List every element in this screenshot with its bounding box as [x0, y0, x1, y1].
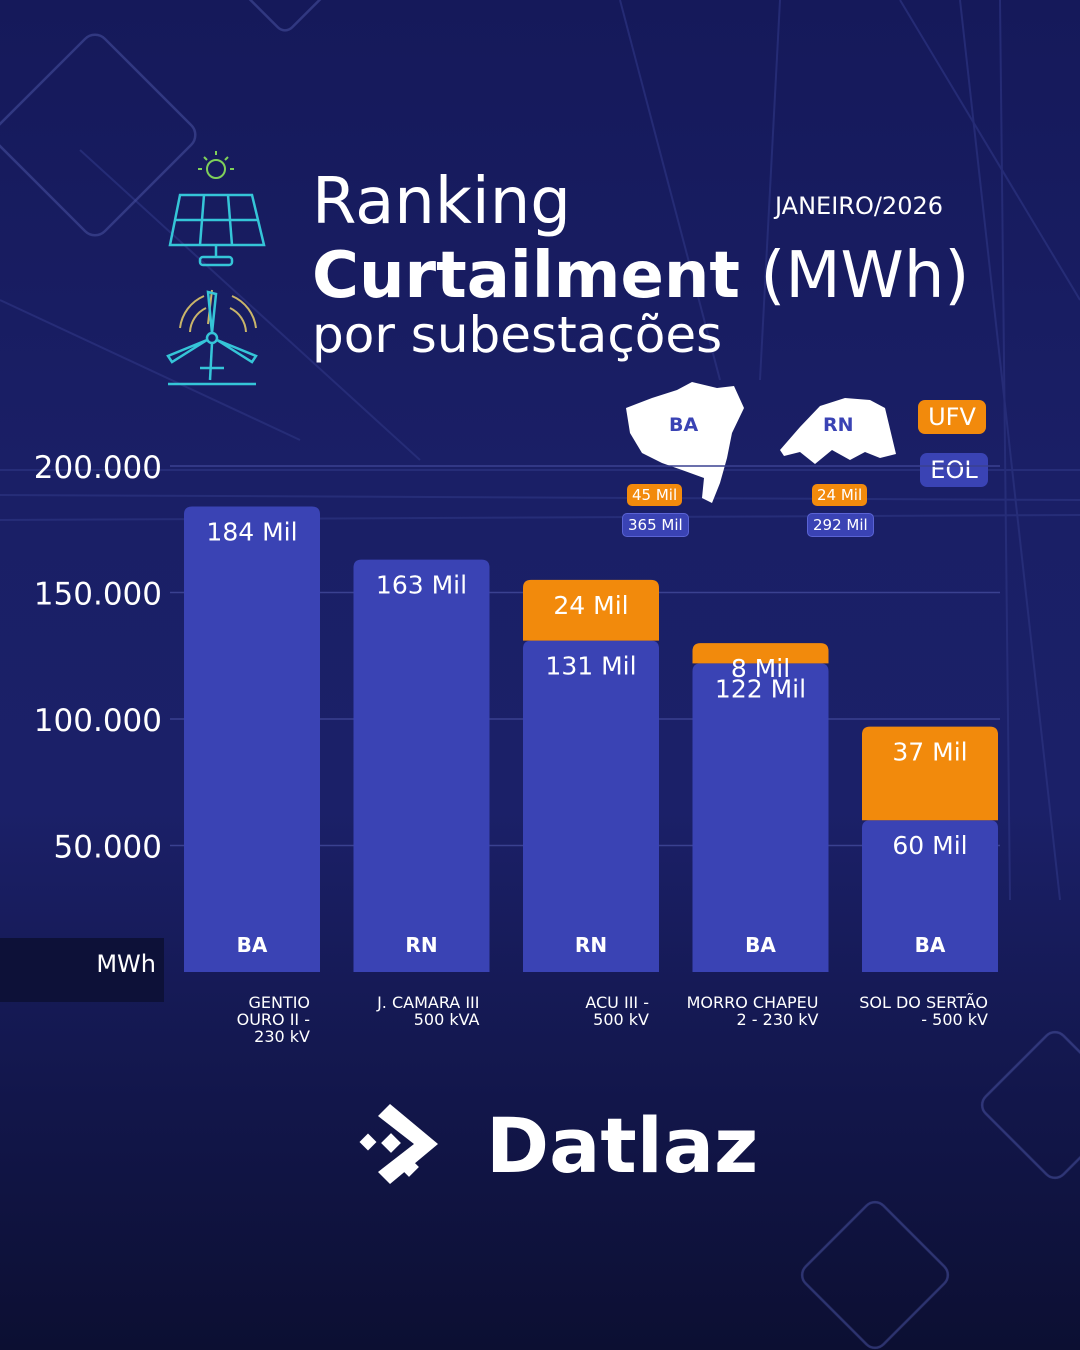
bar-eol [353, 559, 490, 972]
bar-eol-value-label: 131 Mil [545, 652, 636, 681]
x-category-label: J. CAMARA III [376, 993, 479, 1012]
bar-eol [862, 820, 998, 972]
ba-state-label: BA [669, 414, 699, 436]
y-tick-label: 150.000 [34, 577, 162, 613]
title-line-2: Curtailment (MWh) [312, 244, 969, 308]
legend-ufv: UFV [918, 400, 986, 434]
y-tick-label: 50.000 [54, 830, 162, 866]
legend-eol: EOL [920, 453, 988, 487]
y-tick-label: 200.000 [34, 450, 162, 486]
title-unit: (MWh) [760, 239, 970, 313]
period-date: JANEIRO/2026 [775, 192, 943, 220]
bar-ufv [862, 726, 998, 821]
bar-eol-value-label: 60 Mil [892, 831, 967, 860]
x-category-label: - 500 kV [921, 1010, 988, 1029]
bar-eol [184, 506, 320, 972]
x-category-label: 500 kVA [414, 1010, 480, 1029]
rn-state-map [780, 398, 896, 464]
bar-eol-value-label: 122 Mil [715, 674, 806, 703]
x-category-label: 2 - 230 kV [737, 1010, 819, 1029]
ba-ufv-total: 45 Mil [627, 484, 683, 506]
title-line-1: Ranking [312, 165, 571, 239]
unit-label-box [0, 938, 164, 1002]
bar-state-label: BA [237, 933, 268, 957]
rn-ufv-total: 24 Mil [812, 484, 868, 506]
bar-state-label: RN [575, 933, 607, 957]
bar-ufv-value-label: 8 Mil [731, 654, 790, 683]
datlaz-logo-icon [359, 1104, 438, 1184]
wind-turbine-icon [166, 289, 258, 386]
bar-chart: 50.000 100.000 150.000 200.000 MWh 184 Mil BA G… [34, 450, 1000, 1046]
x-category-label: 230 kV [254, 1027, 310, 1046]
ba-eol-total: 365 Mil [622, 513, 689, 537]
bar-ufv-value-label: 37 Mil [892, 738, 967, 767]
x-category-label: 500 kV [593, 1010, 649, 1029]
x-category-label: OURO II - [237, 1010, 310, 1029]
y-tick-label: 100.000 [34, 703, 162, 739]
bar-eol [692, 663, 829, 972]
rn-eol-total: 292 Mil [807, 513, 874, 537]
bar-eol-value-label: 163 Mil [376, 571, 467, 600]
x-category-label: MORRO CHAPEU [687, 993, 819, 1012]
brand-name: Datlaz [486, 1101, 759, 1190]
x-category-label: GENTIO [248, 993, 310, 1012]
y-axis-unit-label: MWh [96, 950, 156, 978]
x-category-label: SOL DO SERTÃO [859, 993, 988, 1012]
rn-state-label: RN [823, 414, 854, 436]
bar-state-label: BA [745, 933, 776, 957]
solar-panel-icon [168, 151, 266, 267]
bar-eol-value-label: 184 Mil [206, 517, 297, 546]
title-bold: Curtailment [312, 239, 740, 313]
bar-eol [523, 640, 659, 972]
bar-state-label: RN [405, 933, 437, 957]
bar-ufv [523, 579, 659, 641]
ba-state-map [626, 382, 744, 503]
bar-ufv-value-label: 24 Mil [553, 591, 628, 620]
title-line-3: por subestações [312, 306, 723, 364]
bar-state-label: BA [915, 933, 946, 957]
bar-ufv [692, 643, 829, 664]
x-category-label: ACU III - [585, 993, 649, 1012]
